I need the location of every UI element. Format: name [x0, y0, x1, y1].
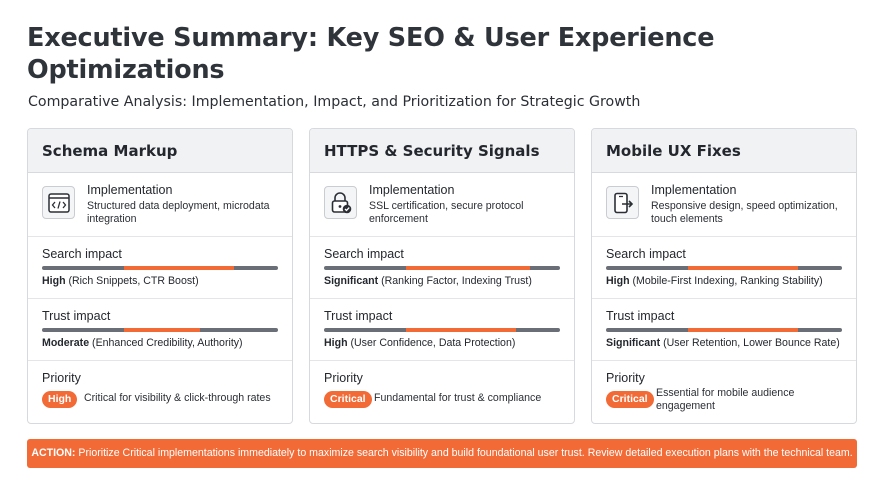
trust-impact-value: Significant (User Retention, Lower Bounc…	[606, 337, 840, 349]
action-text: Prioritize Critical implementations imme…	[75, 447, 853, 459]
implementation-section: Implementation SSL certification, secure…	[310, 173, 574, 236]
trust-impact-label: Trust impact	[324, 309, 393, 323]
card-schema-markup: Schema Markup Implementation Structured …	[27, 128, 293, 424]
implementation-description: Structured data deployment, microdata in…	[87, 200, 270, 225]
search-impact-bar	[42, 266, 278, 270]
priority-section: Priority Critical Fundamental for trust …	[310, 360, 574, 423]
implementation-label: Implementation	[369, 183, 455, 197]
priority-badge: High	[42, 391, 78, 408]
implementation-description: SSL certification, secure protocol enfor…	[369, 200, 524, 225]
priority-badge: Critical	[324, 391, 372, 408]
trust-impact-value: Moderate (Enhanced Credibility, Authorit…	[42, 337, 243, 349]
trust-impact-section: Trust impact Moderate (Enhanced Credibil…	[28, 298, 292, 360]
search-impact-section: Search impact Significant (Ranking Facto…	[310, 236, 574, 298]
card-title: Schema Markup	[28, 129, 292, 173]
comparison-cards: Schema Markup Implementation Structured …	[27, 128, 857, 424]
search-impact-bar	[324, 266, 560, 270]
trust-impact-section: Trust impact Significant (User Retention…	[592, 298, 856, 360]
search-impact-section: Search impact High (Rich Snippets, CTR B…	[28, 236, 292, 298]
trust-impact-bar	[42, 328, 278, 332]
implementation-label: Implementation	[651, 183, 737, 197]
trust-impact-label: Trust impact	[42, 309, 111, 323]
trust-impact-bar	[606, 328, 842, 332]
priority-description: Essential for mobile audience engagement	[656, 387, 795, 412]
action-prefix: ACTION:	[31, 447, 76, 459]
search-impact-label: Search impact	[324, 247, 404, 261]
search-impact-label: Search impact	[42, 247, 122, 261]
trust-impact-section: Trust impact High (User Confidence, Data…	[310, 298, 574, 360]
search-impact-value: Significant (Ranking Factor, Indexing Tr…	[324, 275, 532, 287]
priority-section: Priority Critical Essential for mobile a…	[592, 360, 856, 423]
priority-label: Priority	[606, 371, 645, 385]
search-impact-bar	[606, 266, 842, 270]
card-mobile-ux: Mobile UX Fixes Implementation Responsiv…	[591, 128, 857, 424]
priority-section: Priority High Critical for visibility & …	[28, 360, 292, 423]
implementation-section: Implementation Responsive design, speed …	[592, 173, 856, 236]
priority-description: Critical for visibility & click-through …	[84, 392, 271, 404]
priority-label: Priority	[324, 371, 363, 385]
search-impact-value: High (Mobile-First Indexing, Ranking Sta…	[606, 275, 823, 287]
page-subtitle: Comparative Analysis: Implementation, Im…	[28, 94, 641, 110]
trust-impact-bar	[324, 328, 560, 332]
card-title: Mobile UX Fixes	[592, 129, 856, 173]
trust-impact-label: Trust impact	[606, 309, 675, 323]
search-impact-label: Search impact	[606, 247, 686, 261]
priority-label: Priority	[42, 371, 81, 385]
mobile-device-icon	[606, 186, 639, 219]
code-window-icon	[42, 186, 75, 219]
secure-lock-icon	[324, 186, 357, 219]
search-impact-value: High (Rich Snippets, CTR Boost)	[42, 275, 199, 287]
priority-badge: Critical	[606, 391, 654, 408]
implementation-description: Responsive design, speed optimization, t…	[651, 200, 838, 225]
implementation-section: Implementation Structured data deploymen…	[28, 173, 292, 236]
priority-description: Fundamental for trust & compliance	[374, 392, 542, 404]
card-https-security: HTTPS & Security Signals Implementation …	[309, 128, 575, 424]
trust-impact-value: High (User Confidence, Data Protection)	[324, 337, 516, 349]
implementation-label: Implementation	[87, 183, 173, 197]
card-title: HTTPS & Security Signals	[310, 129, 574, 173]
search-impact-section: Search impact High (Mobile-First Indexin…	[592, 236, 856, 298]
action-banner: ACTION: Prioritize Critical implementati…	[27, 439, 857, 468]
page-title: Executive Summary: Key SEO & User Experi…	[27, 23, 715, 85]
